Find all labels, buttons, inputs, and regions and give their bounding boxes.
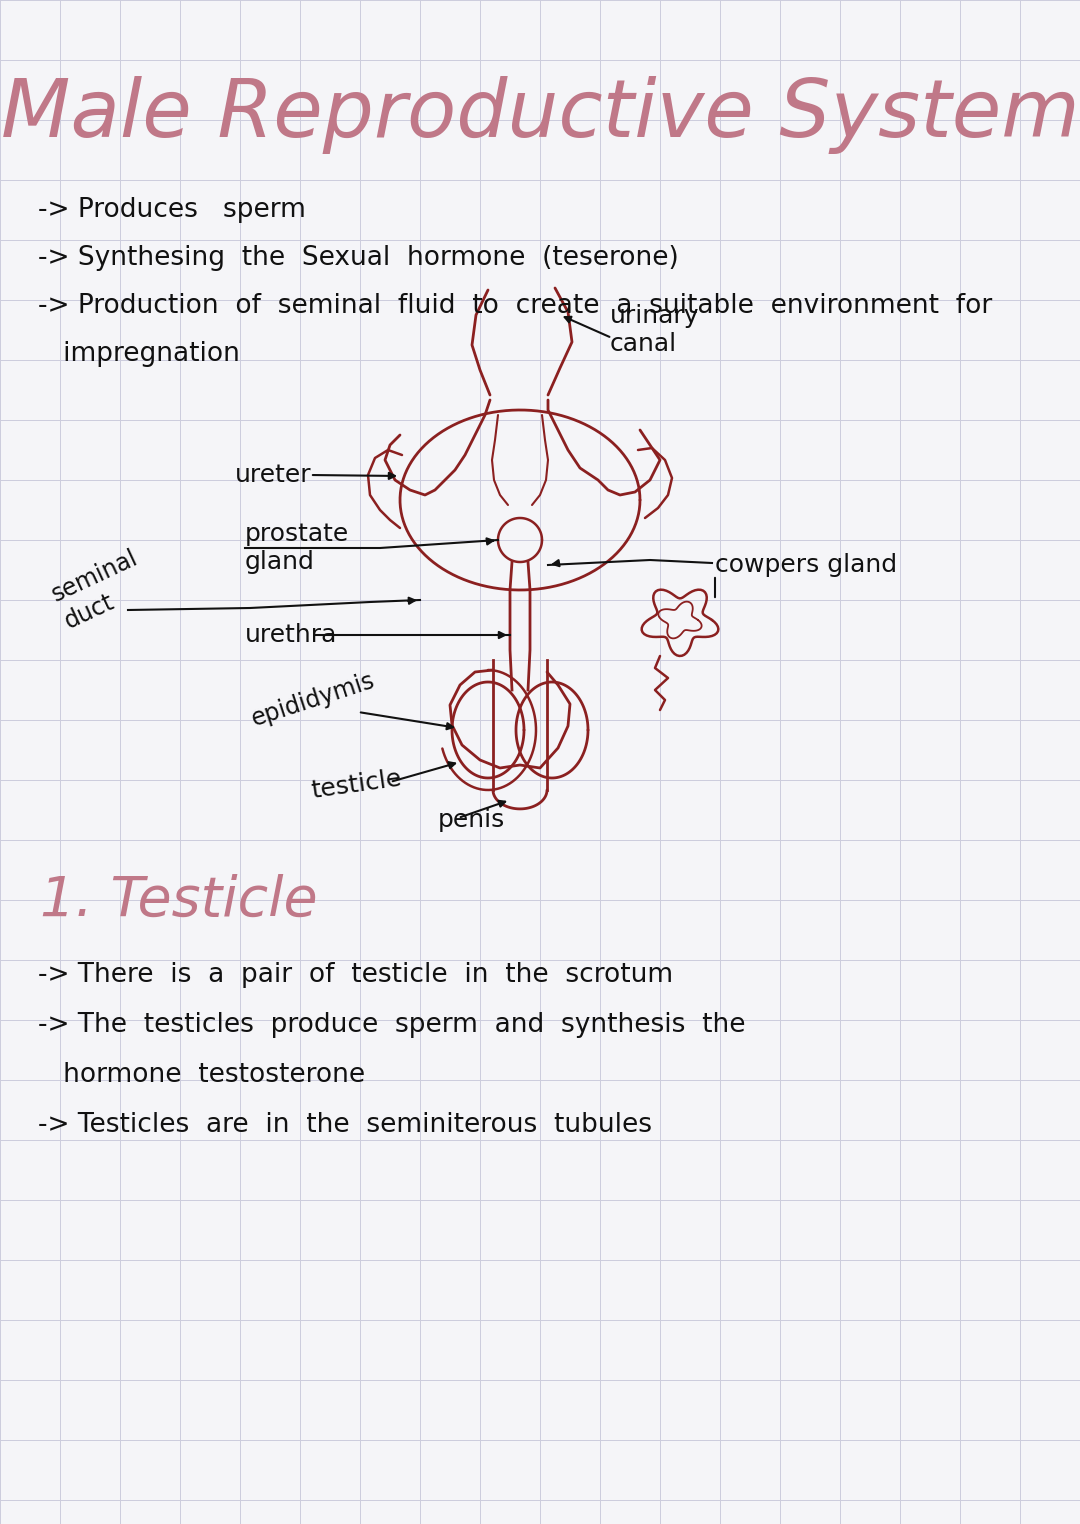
Text: ureter: ureter <box>235 463 312 488</box>
Text: Male Reproductive System: Male Reproductive System <box>1 76 1079 154</box>
Text: -> Synthesing  the  Sexual  hormone  (teserone): -> Synthesing the Sexual hormone (tesero… <box>38 245 678 271</box>
Text: testicle: testicle <box>310 767 404 803</box>
Text: seminal
duct: seminal duct <box>48 546 154 634</box>
Text: cowpers gland: cowpers gland <box>715 553 897 578</box>
Text: prostate
gland: prostate gland <box>245 523 349 575</box>
Text: -> The  testicles  produce  sperm  and  synthesis  the: -> The testicles produce sperm and synth… <box>38 1012 745 1038</box>
Text: penis: penis <box>438 808 505 832</box>
Text: urethra: urethra <box>245 623 337 648</box>
Text: 1. Testicle: 1. Testicle <box>40 873 318 927</box>
Text: -> Production  of  seminal  fluid  to  create  a  suitable  environment  for: -> Production of seminal fluid to create… <box>38 293 993 319</box>
Text: urinary
canal: urinary canal <box>610 305 700 357</box>
Text: -> There  is  a  pair  of  testicle  in  the  scrotum: -> There is a pair of testicle in the sc… <box>38 962 673 988</box>
Text: impregnation: impregnation <box>38 341 240 367</box>
Text: epididymis: epididymis <box>248 669 378 732</box>
Text: -> Testicles  are  in  the  seminiterous  tubules: -> Testicles are in the seminiterous tub… <box>38 1113 652 1138</box>
Text: -> Produces   sperm: -> Produces sperm <box>38 197 306 223</box>
Text: hormone  testosterone: hormone testosterone <box>38 1062 365 1088</box>
